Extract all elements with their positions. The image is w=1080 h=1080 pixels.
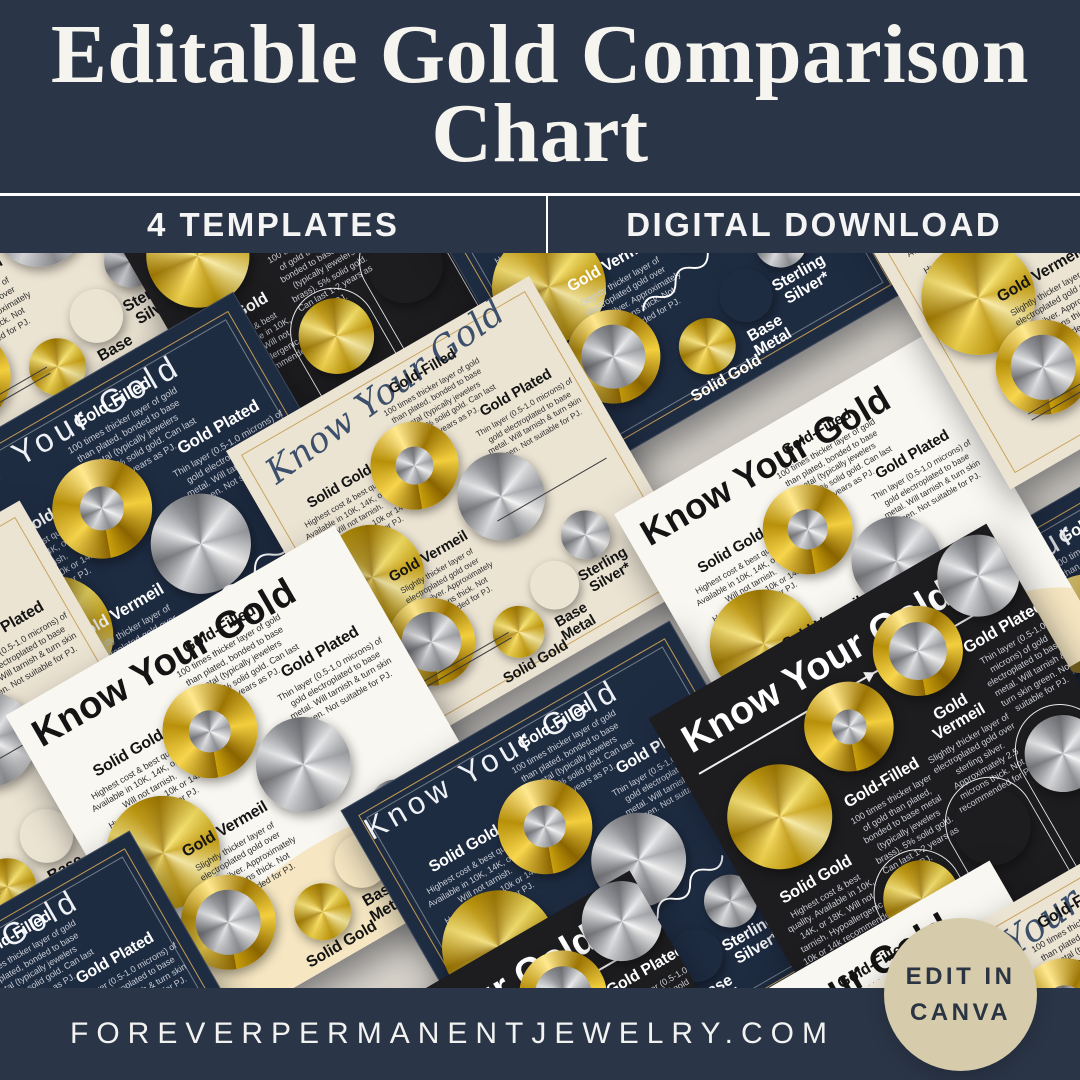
metal-swatch-1 [780,502,835,557]
canva-badge-line2: CANVA [909,998,1012,1026]
metal-swatch-1 [387,439,441,492]
metal-swatch-2 [878,610,958,691]
edit-in-canva-badge: EDIT IN CANVA [884,918,1037,1071]
wavy-line [638,253,782,322]
metal-swatch-2 [523,955,602,988]
metal-swatch-1 [72,478,133,539]
canva-badge-line1: EDIT IN [905,962,1016,990]
metal-swatch-1 [1036,977,1080,988]
templates-count-badge: 4 TEMPLATES [147,205,400,243]
metal-swatch-2 [0,333,8,422]
page-title: Editable Gold Comparison Chart [50,8,1030,180]
header-subbar: 4 TEMPLATES DIGITAL DOWNLOAD [0,193,1080,253]
metal-swatch-1 [516,798,574,855]
header: Editable Gold Comparison Chart [0,0,1080,193]
metal-swatch-1 [181,702,239,760]
download-type-badge: DIGITAL DOWNLOAD [626,205,1003,243]
website-url: FOREVERPERMANENTJEWELRY.COM [70,1017,835,1050]
metal-swatch-1 [825,702,874,751]
subbar-divider [546,196,549,253]
